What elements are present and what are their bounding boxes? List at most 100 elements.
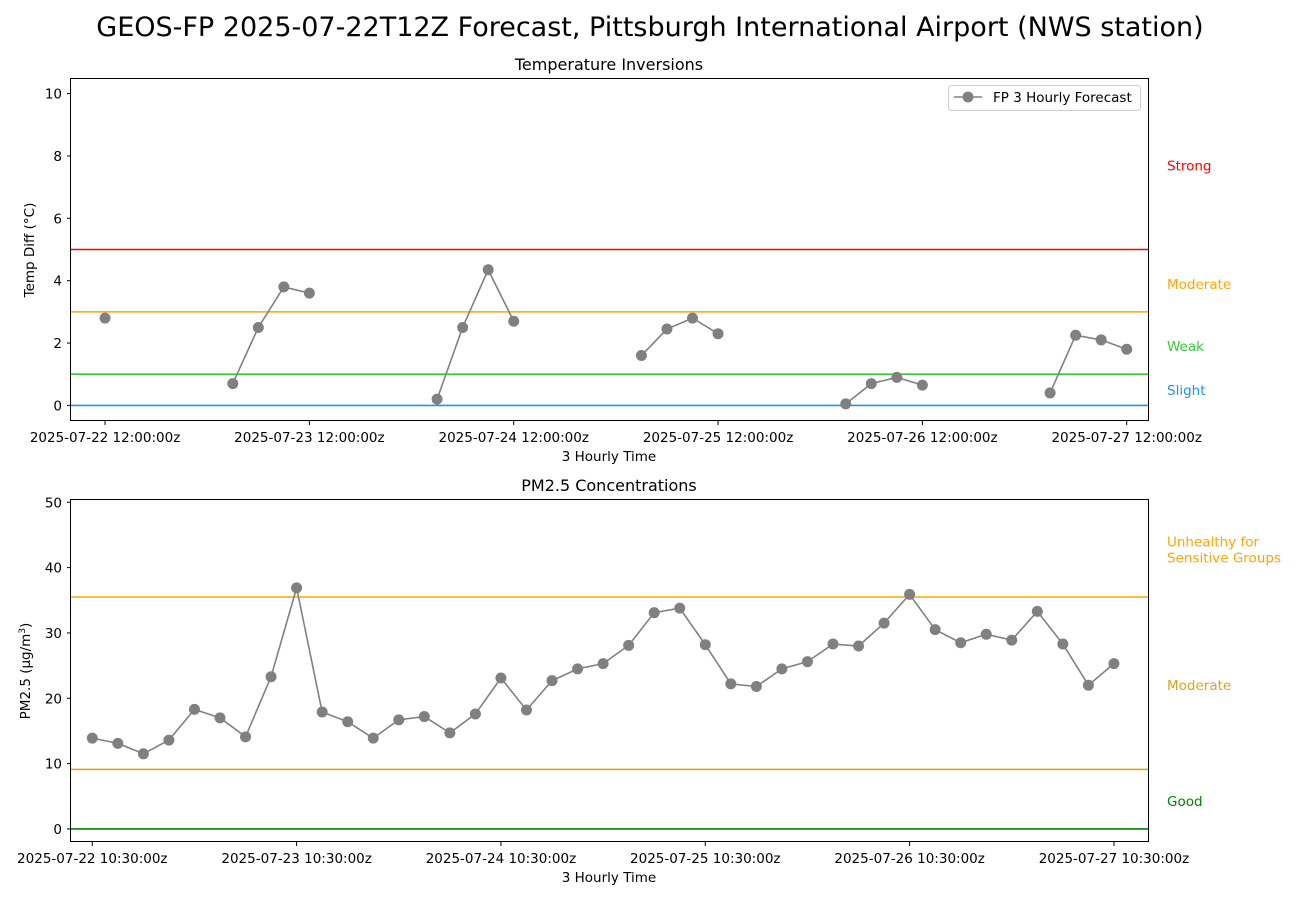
pm25-x-tick-label: 2025-07-22 10:30:00z: [17, 851, 167, 867]
pm25-data-point: [929, 624, 941, 636]
temperature-x-tick-label: 2025-07-22 12:00:00z: [30, 430, 180, 446]
temperature-legend: FP 3 Hourly Forecast: [948, 85, 1141, 111]
pm25-y-tick-label: 50: [45, 495, 62, 511]
temperature-x-tick-label: 2025-07-25 12:00:00z: [643, 430, 793, 446]
pm25-threshold-lines: [71, 596, 1148, 830]
temperature-series-line: [845, 376, 923, 405]
pm25-x-axis-label: 3 Hourly Time: [562, 870, 656, 886]
pm25-concentrations-chart: PM2.5 Concentrations 0 10 20 30 40 50 2025-07…: [17, 476, 1281, 886]
temperature-data-point: [457, 321, 469, 333]
temperature-category-label: Strong: [1167, 158, 1212, 174]
temperature-series-line: [640, 317, 719, 357]
pm25-data-point: [597, 658, 609, 670]
pm25-data-point: [137, 748, 149, 760]
temperature-data-point: [865, 378, 877, 390]
pm25-x-tick-label: 2025-07-26 10:30:00z: [834, 851, 984, 867]
legend-box: [948, 85, 1141, 111]
temperature-category-label: Slight: [1167, 383, 1206, 399]
temperature-data-point: [227, 378, 239, 390]
temperature-data-point: [278, 281, 290, 293]
temperature-data-point: [916, 379, 928, 391]
pm25-category-label: Good: [1167, 794, 1203, 810]
temperature-x-tick-label: 2025-07-26 12:00:00z: [847, 430, 997, 446]
pm25-data-point: [265, 671, 277, 683]
temperature-y-tick-label: 0: [53, 398, 62, 414]
pm25-data-point: [1108, 658, 1120, 670]
pm25-data-point: [367, 732, 379, 744]
pm25-data-point: [801, 656, 813, 668]
temperature-series-line: [436, 267, 515, 400]
temperature-series-line: [1049, 334, 1127, 394]
pm25-data-point: [878, 617, 890, 629]
pm25-series-line: [92, 587, 1115, 755]
temperature-category-labels: Strong Moderate Weak Slight: [1167, 158, 1231, 399]
pm25-data-point: [904, 588, 916, 600]
temperature-y-ticks: 0 2 4 6 8 10: [45, 87, 71, 414]
pm25-y-tick-label: 30: [45, 626, 62, 642]
temperature-x-axis-label: 3 Hourly Time: [562, 449, 656, 465]
temperature-series-line: [232, 286, 310, 384]
pm25-data-point: [1082, 679, 1094, 691]
temperature-inversions-chart: Temperature Inversions 0 2 4 6 8 10 2025-07-2…: [22, 55, 1231, 465]
temperature-data-point: [1044, 387, 1056, 399]
pm25-data-point: [214, 712, 226, 724]
temperature-category-label: Moderate: [1167, 277, 1231, 293]
temperature-data-point: [482, 264, 494, 276]
pm25-data-point: [469, 708, 481, 720]
pm25-data-point: [291, 582, 303, 594]
temperature-data-point: [1070, 329, 1082, 341]
temperature-chart-title: Temperature Inversions: [514, 55, 703, 74]
temperature-y-tick-label: 6: [53, 211, 62, 227]
temperature-x-tick-label: 2025-07-24 12:00:00z: [438, 430, 588, 446]
temperature-x-ticks: 2025-07-22 12:00:00z 2025-07-23 12:00:00z…: [30, 421, 1202, 446]
pm25-data-point: [1031, 605, 1043, 617]
temperature-y-tick-label: 8: [53, 149, 62, 165]
pm25-data-point: [674, 602, 686, 614]
pm25-data-point: [86, 732, 98, 744]
figure-title: GEOS-FP 2025-07-22T12Z Forecast, Pittsbu…: [96, 12, 1204, 43]
temperature-data-point: [508, 315, 520, 327]
pm25-data-point: [418, 711, 430, 723]
pm25-data-point: [1006, 634, 1018, 646]
temperature-data-point: [252, 321, 264, 333]
pm25-data-point: [495, 672, 507, 684]
pm25-x-ticks: 2025-07-22 10:30:00z 2025-07-23 10:30:00z…: [17, 842, 1189, 867]
pm25-data-point: [725, 678, 737, 690]
pm25-data-point: [699, 639, 711, 651]
temperature-data-point: [635, 350, 647, 362]
pm25-data-point: [316, 706, 328, 718]
pm25-data-point: [623, 639, 635, 651]
temperature-data-point: [431, 393, 443, 405]
pm25-data-point: [827, 638, 839, 650]
pm25-data-point: [980, 628, 992, 640]
temperature-data-point: [1095, 334, 1107, 346]
pm25-category-label: Unhealthy for: [1167, 534, 1259, 550]
pm25-y-tick-label: 10: [45, 757, 62, 773]
pm25-data-point: [546, 675, 558, 687]
pm25-x-tick-label: 2025-07-24 10:30:00z: [426, 851, 576, 867]
pm25-x-tick-label: 2025-07-25 10:30:00z: [630, 851, 780, 867]
temperature-data-point: [303, 287, 315, 299]
pm25-plot-frame: [70, 499, 1149, 842]
pm25-data-point: [112, 737, 124, 749]
legend-marker: [962, 91, 974, 103]
pm25-category-label: Sensitive Groups: [1167, 550, 1281, 566]
pm25-data-point: [776, 663, 788, 675]
temperature-y-tick-label: 10: [45, 87, 62, 103]
temperature-x-tick-label: 2025-07-23 12:00:00z: [234, 430, 384, 446]
temperature-data-point: [687, 312, 699, 324]
temperature-data-point: [712, 328, 724, 340]
pm25-data-point: [163, 734, 175, 746]
temperature-data-point: [1121, 343, 1133, 355]
temperature-y-tick-label: 4: [53, 274, 62, 290]
temperature-data-point: [661, 323, 673, 335]
pm25-series: [86, 582, 1120, 760]
pm25-y-label-superscript: 3: [18, 628, 28, 634]
pm25-data-point: [444, 727, 456, 739]
pm25-data-point: [853, 640, 865, 652]
legend-label: FP 3 Hourly Forecast: [993, 90, 1132, 106]
temperature-y-tick-label: 2: [53, 336, 62, 352]
pm25-data-point: [188, 703, 200, 715]
